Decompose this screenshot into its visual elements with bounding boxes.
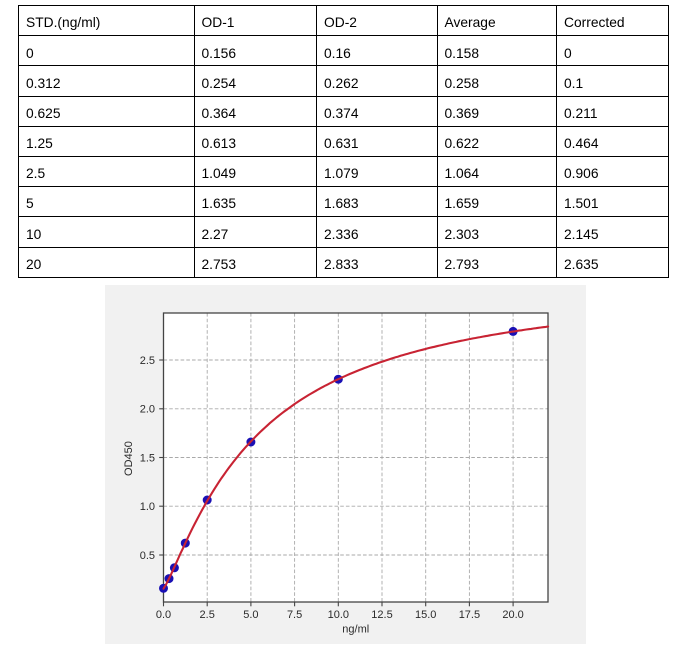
svg-text:1.5: 1.5 bbox=[140, 452, 155, 464]
svg-text:5.0: 5.0 bbox=[243, 609, 258, 621]
svg-text:20.0: 20.0 bbox=[502, 609, 523, 621]
svg-text:0.5: 0.5 bbox=[140, 550, 155, 562]
svg-text:12.5: 12.5 bbox=[371, 609, 392, 621]
svg-text:0.0: 0.0 bbox=[156, 609, 171, 621]
svg-text:2.5: 2.5 bbox=[200, 609, 215, 621]
svg-text:1.0: 1.0 bbox=[140, 501, 155, 513]
svg-text:2.0: 2.0 bbox=[140, 404, 155, 416]
svg-text:15.0: 15.0 bbox=[415, 609, 436, 621]
svg-text:2.5: 2.5 bbox=[140, 355, 155, 367]
svg-text:OD450: OD450 bbox=[123, 441, 135, 476]
svg-text:10.0: 10.0 bbox=[328, 609, 349, 621]
svg-text:17.5: 17.5 bbox=[459, 609, 480, 621]
svg-text:7.5: 7.5 bbox=[287, 609, 302, 621]
svg-text:ng/ml: ng/ml bbox=[342, 624, 369, 636]
